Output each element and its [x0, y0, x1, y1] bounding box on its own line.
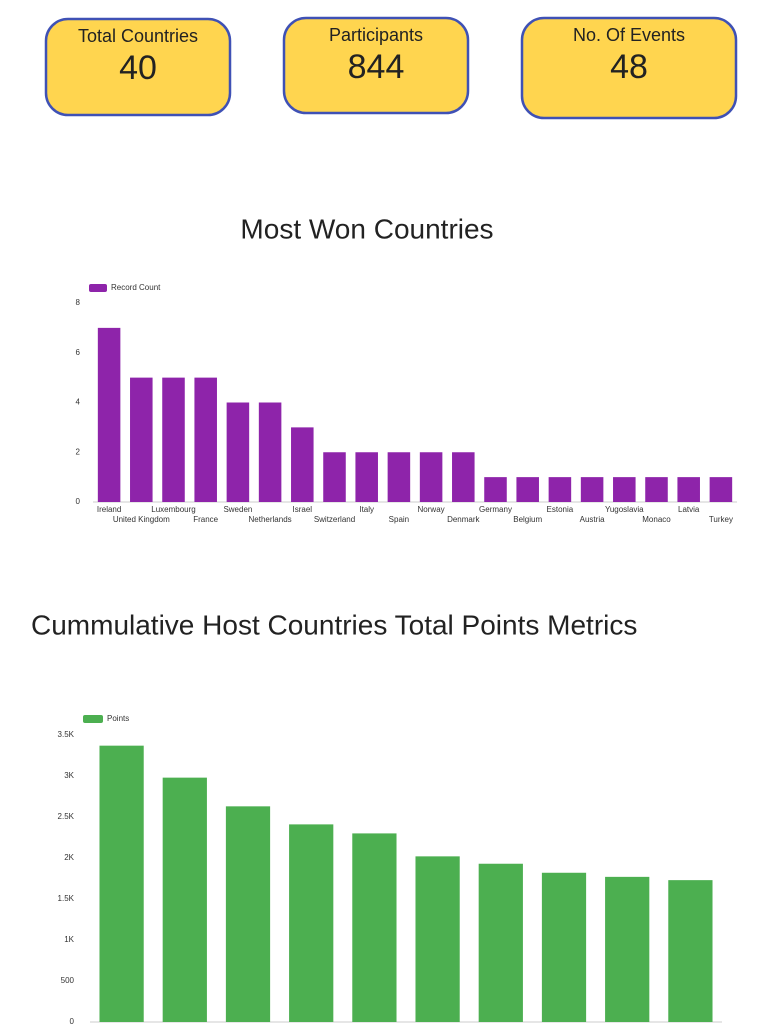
bar [645, 477, 668, 502]
bar [548, 477, 572, 502]
y-tick-label: 1K [64, 935, 74, 944]
y-tick-label: 0 [76, 497, 81, 506]
bar [162, 377, 185, 502]
x-tick-label: Denmark [447, 515, 480, 524]
y-tick-label: 2K [64, 853, 74, 862]
card-label: Total Countries [78, 26, 198, 46]
bar [668, 880, 713, 1022]
card-value: 40 [119, 49, 157, 87]
y-tick-label: 2.5K [58, 812, 75, 821]
y-tick-label: 6 [76, 348, 81, 357]
x-tick-label: Austria [580, 515, 605, 524]
bar [478, 863, 523, 1022]
bar [415, 856, 460, 1022]
x-tick-label: United Kingdom [113, 515, 170, 524]
bar [226, 402, 250, 502]
x-tick-label: France [193, 515, 218, 524]
bar [130, 377, 153, 502]
bar [352, 833, 397, 1022]
legend-label: Points [107, 714, 129, 723]
bar [452, 452, 475, 502]
kpi-cards: Total Countries 40 Participants 844 No. … [44, 16, 738, 120]
card-label: No. Of Events [573, 25, 685, 45]
x-tick-label: Monaco [642, 515, 671, 524]
bar [677, 477, 700, 502]
legend-label: Record Count [111, 283, 161, 292]
x-tick-label: Luxembourg [151, 505, 195, 514]
bar [516, 477, 539, 502]
y-tick-label: 0 [70, 1017, 75, 1024]
bar [484, 477, 507, 502]
chart-title: Cummulative Host Countries Total Points … [31, 609, 637, 640]
x-tick-label: Belgium [513, 515, 542, 524]
card-value: 48 [610, 48, 648, 86]
bar [605, 876, 650, 1022]
legend-swatch [89, 284, 107, 292]
bar [97, 327, 121, 502]
chart-title: Most Won Countries [240, 213, 493, 244]
bar [323, 452, 346, 502]
card [44, 17, 232, 117]
bar [541, 872, 587, 1022]
y-tick-label: 2 [76, 447, 81, 456]
x-tick-label: Turkey [709, 515, 733, 524]
x-tick-label: Ireland [97, 505, 121, 514]
x-tick-label: Norway [418, 505, 445, 514]
bar [291, 427, 314, 502]
bar [194, 377, 217, 502]
x-tick-label: Latvia [678, 505, 700, 514]
bar [709, 477, 733, 502]
x-tick-label: Germany [479, 505, 512, 514]
bar [419, 452, 443, 502]
bar [355, 452, 378, 502]
y-tick-label: 3.5K [58, 730, 75, 739]
bar [289, 824, 334, 1022]
y-tick-label: 4 [76, 398, 81, 407]
x-tick-label: Switzerland [314, 515, 355, 524]
bar [387, 452, 411, 502]
card [520, 16, 738, 120]
bar [258, 402, 282, 502]
y-tick-label: 1.5K [58, 894, 75, 903]
bar [99, 745, 144, 1022]
card-value: 844 [348, 48, 405, 86]
x-tick-label: Spain [389, 515, 409, 524]
y-tick-label: 3K [64, 771, 74, 780]
bar [162, 777, 207, 1022]
card-label: Participants [329, 25, 423, 45]
y-tick-label: 8 [76, 298, 81, 307]
x-tick-label: Yugoslavia [605, 505, 644, 514]
x-tick-label: Estonia [547, 505, 574, 514]
x-tick-label: Netherlands [249, 515, 292, 524]
y-tick-label: 500 [61, 976, 75, 985]
x-tick-label: Israel [293, 505, 313, 514]
x-tick-label: Italy [359, 505, 374, 514]
bar [613, 477, 636, 502]
legend-swatch [83, 715, 103, 723]
bar [580, 477, 604, 502]
x-tick-label: Sweden [223, 505, 252, 514]
card [282, 16, 470, 115]
bar [225, 806, 271, 1022]
